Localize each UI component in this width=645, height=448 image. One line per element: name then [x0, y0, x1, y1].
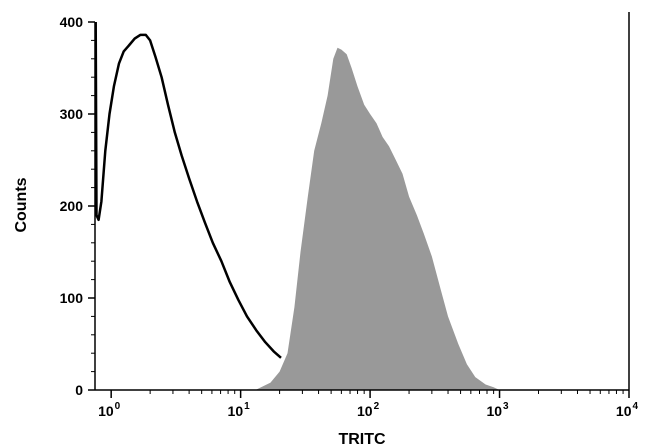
y-tick-label: 200: [60, 198, 84, 214]
plot-area: [94, 21, 500, 391]
x-tick-label: 104: [616, 401, 639, 419]
x-tick-label: 102: [357, 401, 380, 419]
y-axis-title: Counts: [13, 177, 30, 232]
x-ticks: 100 101 102 103 104: [98, 390, 639, 419]
x-axis-title: TRITC: [338, 431, 386, 448]
y-ticks: 0 100 200 300 400: [60, 14, 95, 398]
filled-histogram-series: [255, 47, 500, 391]
y-tick-label: 400: [60, 14, 84, 30]
x-tick-label: 101: [228, 401, 251, 419]
x-tick-label: 103: [486, 401, 509, 419]
y-tick-label: 100: [60, 290, 84, 306]
x-tick-label: 100: [98, 401, 121, 419]
y-tick-label: 0: [75, 382, 83, 398]
outline-histogram-series: [94, 21, 282, 359]
y-tick-label: 300: [60, 106, 84, 122]
